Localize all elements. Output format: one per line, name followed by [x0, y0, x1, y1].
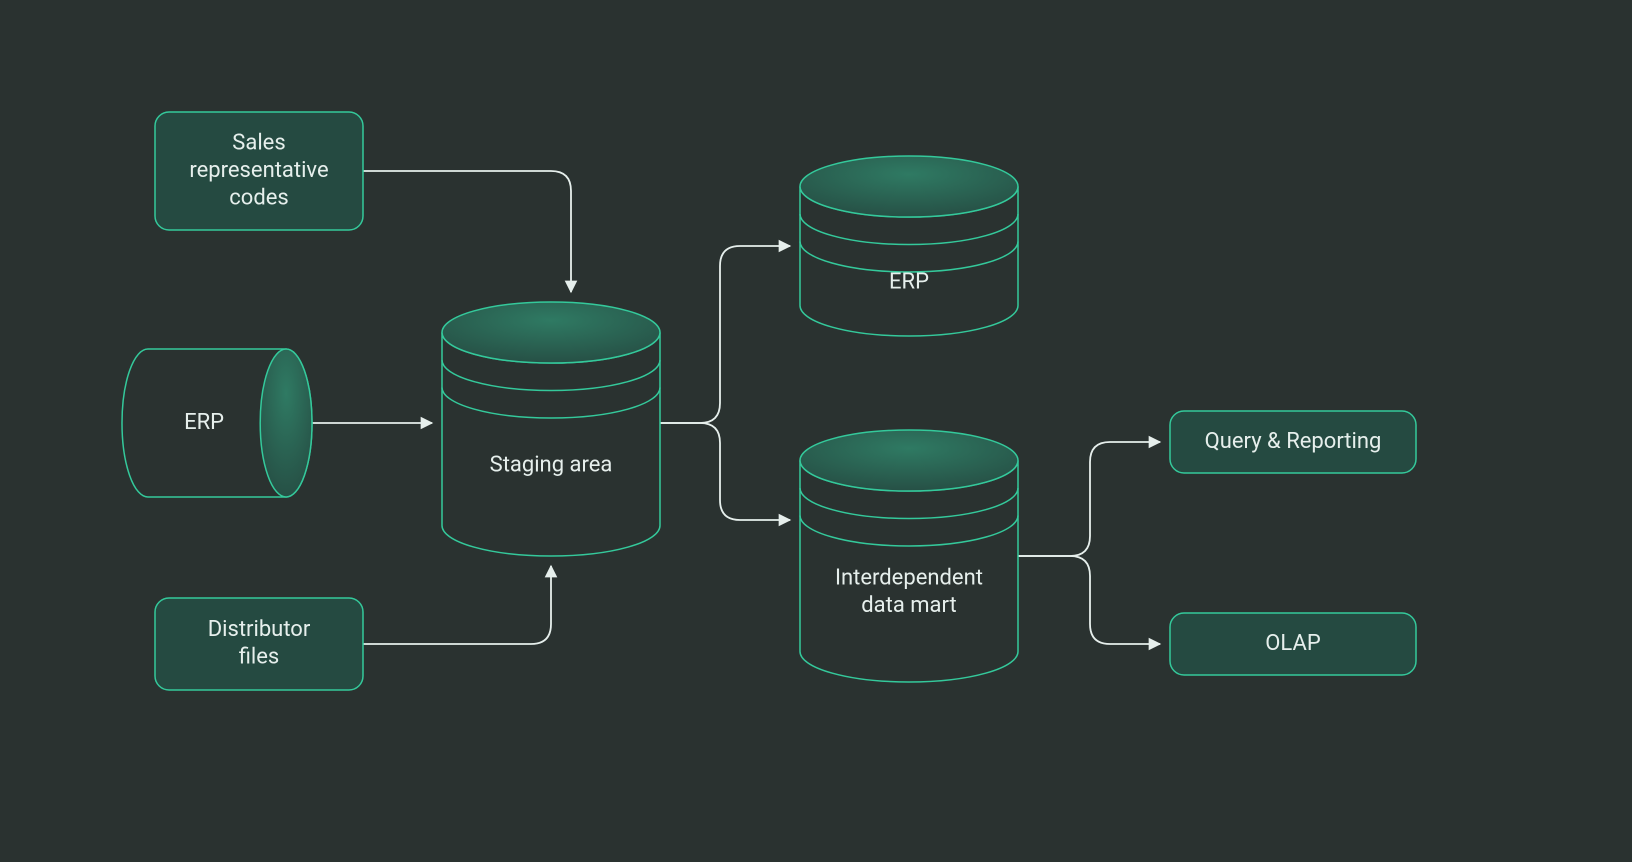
node-label: Interdependent	[835, 566, 983, 591]
node-label: ERP	[889, 269, 929, 294]
node-label: Distributor	[208, 617, 311, 642]
edge-mart-to-query	[1018, 442, 1160, 556]
edge-staging-to-data-mart	[660, 423, 790, 520]
node-label: representative	[189, 158, 328, 183]
node-label: OLAP	[1265, 631, 1321, 656]
node-erp_src: ERP	[122, 349, 312, 497]
node-olap: OLAP	[1170, 613, 1416, 675]
node-label: ERP	[184, 410, 224, 435]
diagram-canvas: { "type": "flowchart", "canvas": { "widt…	[0, 0, 1632, 862]
diagram-svg: Sales representativecodes Distributor files…	[0, 0, 1632, 862]
node-sales_codes: Sales representativecodes	[155, 112, 363, 230]
node-erp_dst: ERP	[800, 156, 1018, 336]
edge-staging-to-erp-dst	[660, 246, 790, 423]
node-label: Query & Reporting	[1205, 429, 1382, 454]
node-label: files	[239, 645, 280, 670]
node-data_mart: Interdependentdata mart	[800, 430, 1018, 682]
edge-sales-to-staging	[363, 171, 571, 292]
node-staging: Staging area	[442, 302, 660, 556]
node-query_reporting: Query & Reporting	[1170, 411, 1416, 473]
edge-mart-to-olap	[1018, 556, 1160, 644]
node-distributor: Distributor files	[155, 598, 363, 690]
node-label: codes	[229, 185, 289, 210]
node-label: Sales	[232, 130, 285, 155]
node-label: data mart	[861, 593, 956, 618]
edge-distributor-to-staging	[363, 566, 551, 644]
node-label: Staging area	[490, 452, 613, 477]
